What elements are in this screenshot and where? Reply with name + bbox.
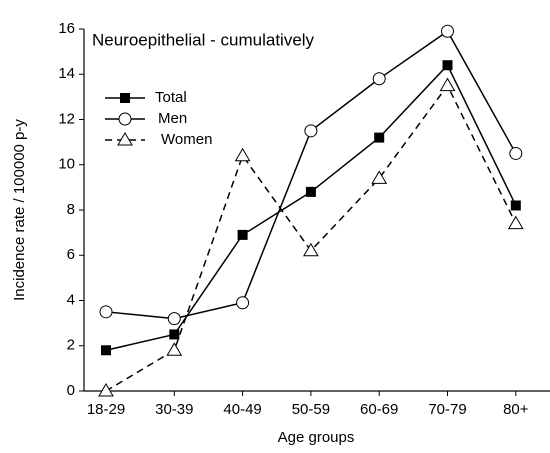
x-tick-label: 70-79 — [428, 401, 466, 418]
legend-label: Women — [161, 131, 212, 148]
x-tick-label: 30-39 — [155, 401, 193, 418]
y-tick-label: 6 — [67, 246, 75, 263]
chart-title: Neuroepithelial - cumulatively — [92, 30, 315, 49]
legend-label: Total — [155, 89, 187, 106]
data-point — [507, 215, 524, 230]
x-tick-label: 80+ — [503, 401, 529, 418]
data-point — [304, 124, 318, 138]
data-point — [237, 229, 248, 240]
y-tick-label: 14 — [58, 65, 75, 82]
data-point — [441, 24, 454, 38]
data-point — [167, 312, 181, 326]
data-point — [442, 60, 453, 71]
y-tick-label: 2 — [67, 337, 75, 354]
x-tick-label: 40-49 — [223, 401, 261, 418]
y-tick-label: 8 — [67, 201, 75, 218]
data-point — [98, 383, 114, 397]
data-point — [371, 170, 388, 184]
data-point — [439, 77, 456, 92]
legend-label: Men — [158, 110, 187, 127]
x-axis-label: Age groups — [278, 429, 355, 446]
x-tick-label: 60-69 — [360, 401, 398, 418]
data-point — [372, 72, 386, 86]
y-tick-label: 16 — [58, 20, 75, 37]
y-tick-label: 10 — [58, 156, 75, 173]
legend-marker — [118, 112, 132, 126]
y-tick-label: 0 — [67, 382, 75, 399]
data-point — [374, 132, 385, 143]
data-point — [101, 345, 111, 356]
y-axis-label: Incidence rate / 100000 p-y — [11, 119, 28, 301]
data-point — [303, 242, 319, 257]
legend-marker — [120, 93, 130, 103]
data-point — [99, 305, 113, 319]
y-tick-label: 4 — [67, 291, 75, 308]
data-point — [169, 329, 180, 340]
data-point — [166, 342, 183, 356]
data-point — [236, 296, 250, 310]
legend-marker — [117, 132, 133, 146]
y-tick-label: 12 — [58, 110, 75, 127]
data-point — [234, 147, 251, 162]
data-point — [509, 146, 523, 160]
data-point — [510, 200, 521, 211]
x-tick-label: 18-29 — [87, 401, 125, 418]
x-tick-label: 50-59 — [292, 401, 330, 418]
data-point — [305, 186, 316, 197]
